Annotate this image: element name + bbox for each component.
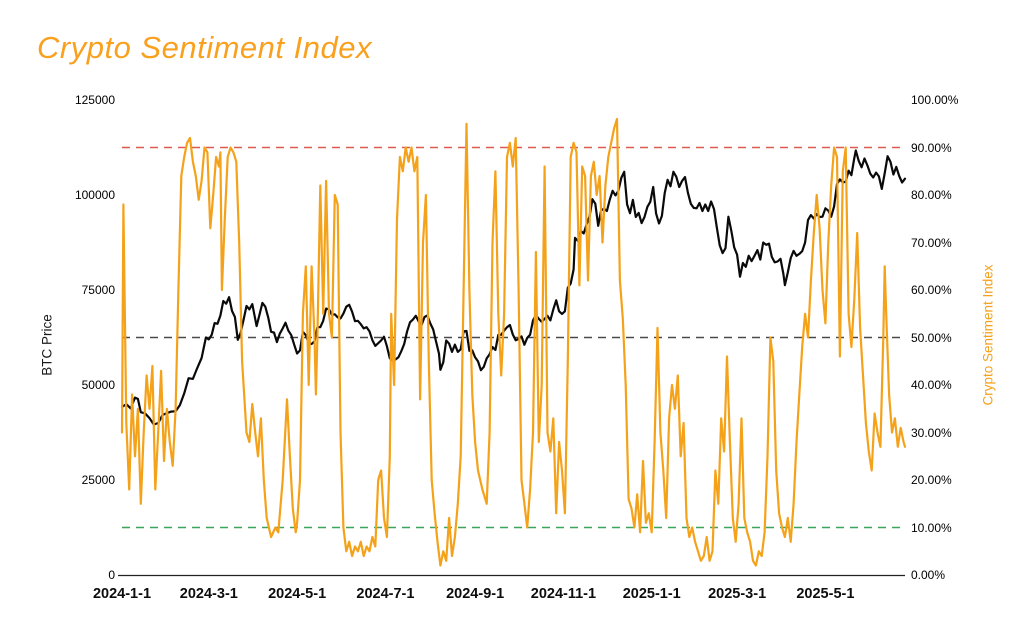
y-left-tick-25000: 25000	[81, 473, 115, 487]
x-tick-2025-5-1: 2025-5-1	[796, 586, 855, 602]
x-tick-2025-1-1: 2025-1-1	[622, 586, 681, 602]
y-right-tick-30.00%: 30.00%	[911, 425, 952, 440]
y-right-tick-80.00%: 80.00%	[911, 188, 952, 202]
x-tick-2024-5-1: 2024-5-1	[268, 586, 327, 602]
x-tick-2024-1-1: 2024-1-1	[92, 586, 152, 602]
right-axis-title: Crypto Sentiment Index	[980, 264, 996, 406]
x-tick-2024-11-1: 2024-11-1	[530, 586, 597, 602]
y-right-tick-70.00%: 70.00%	[911, 235, 952, 250]
y-right-tick-0.00%: 0.00%	[911, 568, 946, 582]
y-right-tick-20.00%: 20.00%	[911, 473, 952, 487]
x-tick-2024-3-1: 2024-3-1	[179, 586, 238, 602]
y-right-tick-10.00%: 10.00%	[911, 520, 952, 535]
y-right-tick-60.00%: 60.00%	[911, 283, 952, 297]
y-right-tick-40.00%: 40.00%	[911, 378, 952, 392]
y-right-tick-90.00%: 90.00%	[911, 140, 952, 155]
y-left-tick-125000: 125000	[74, 93, 115, 107]
y-left-tick-50000: 50000	[81, 378, 115, 392]
x-tick-2024-9-1: 2024-9-1	[446, 586, 505, 602]
crypto-sentiment-index-line	[120, 117, 907, 567]
left-axis-title: BTC Price	[39, 314, 55, 376]
y-left-tick-0: 0	[108, 568, 115, 582]
y-left-tick-100000: 100000	[74, 188, 115, 202]
y-left-tick-75000: 75000	[81, 283, 115, 297]
page-title: Crypto Sentiment Index	[37, 30, 372, 65]
btc-price-line	[120, 149, 907, 426]
y-right-tick-100.00%: 100.00%	[911, 93, 959, 107]
x-tick-2024-7-1: 2024-7-1	[356, 586, 415, 602]
y-right-tick-50.00%: 50.00%	[911, 330, 952, 345]
x-tick-2025-3-1: 2025-3-1	[708, 586, 767, 602]
